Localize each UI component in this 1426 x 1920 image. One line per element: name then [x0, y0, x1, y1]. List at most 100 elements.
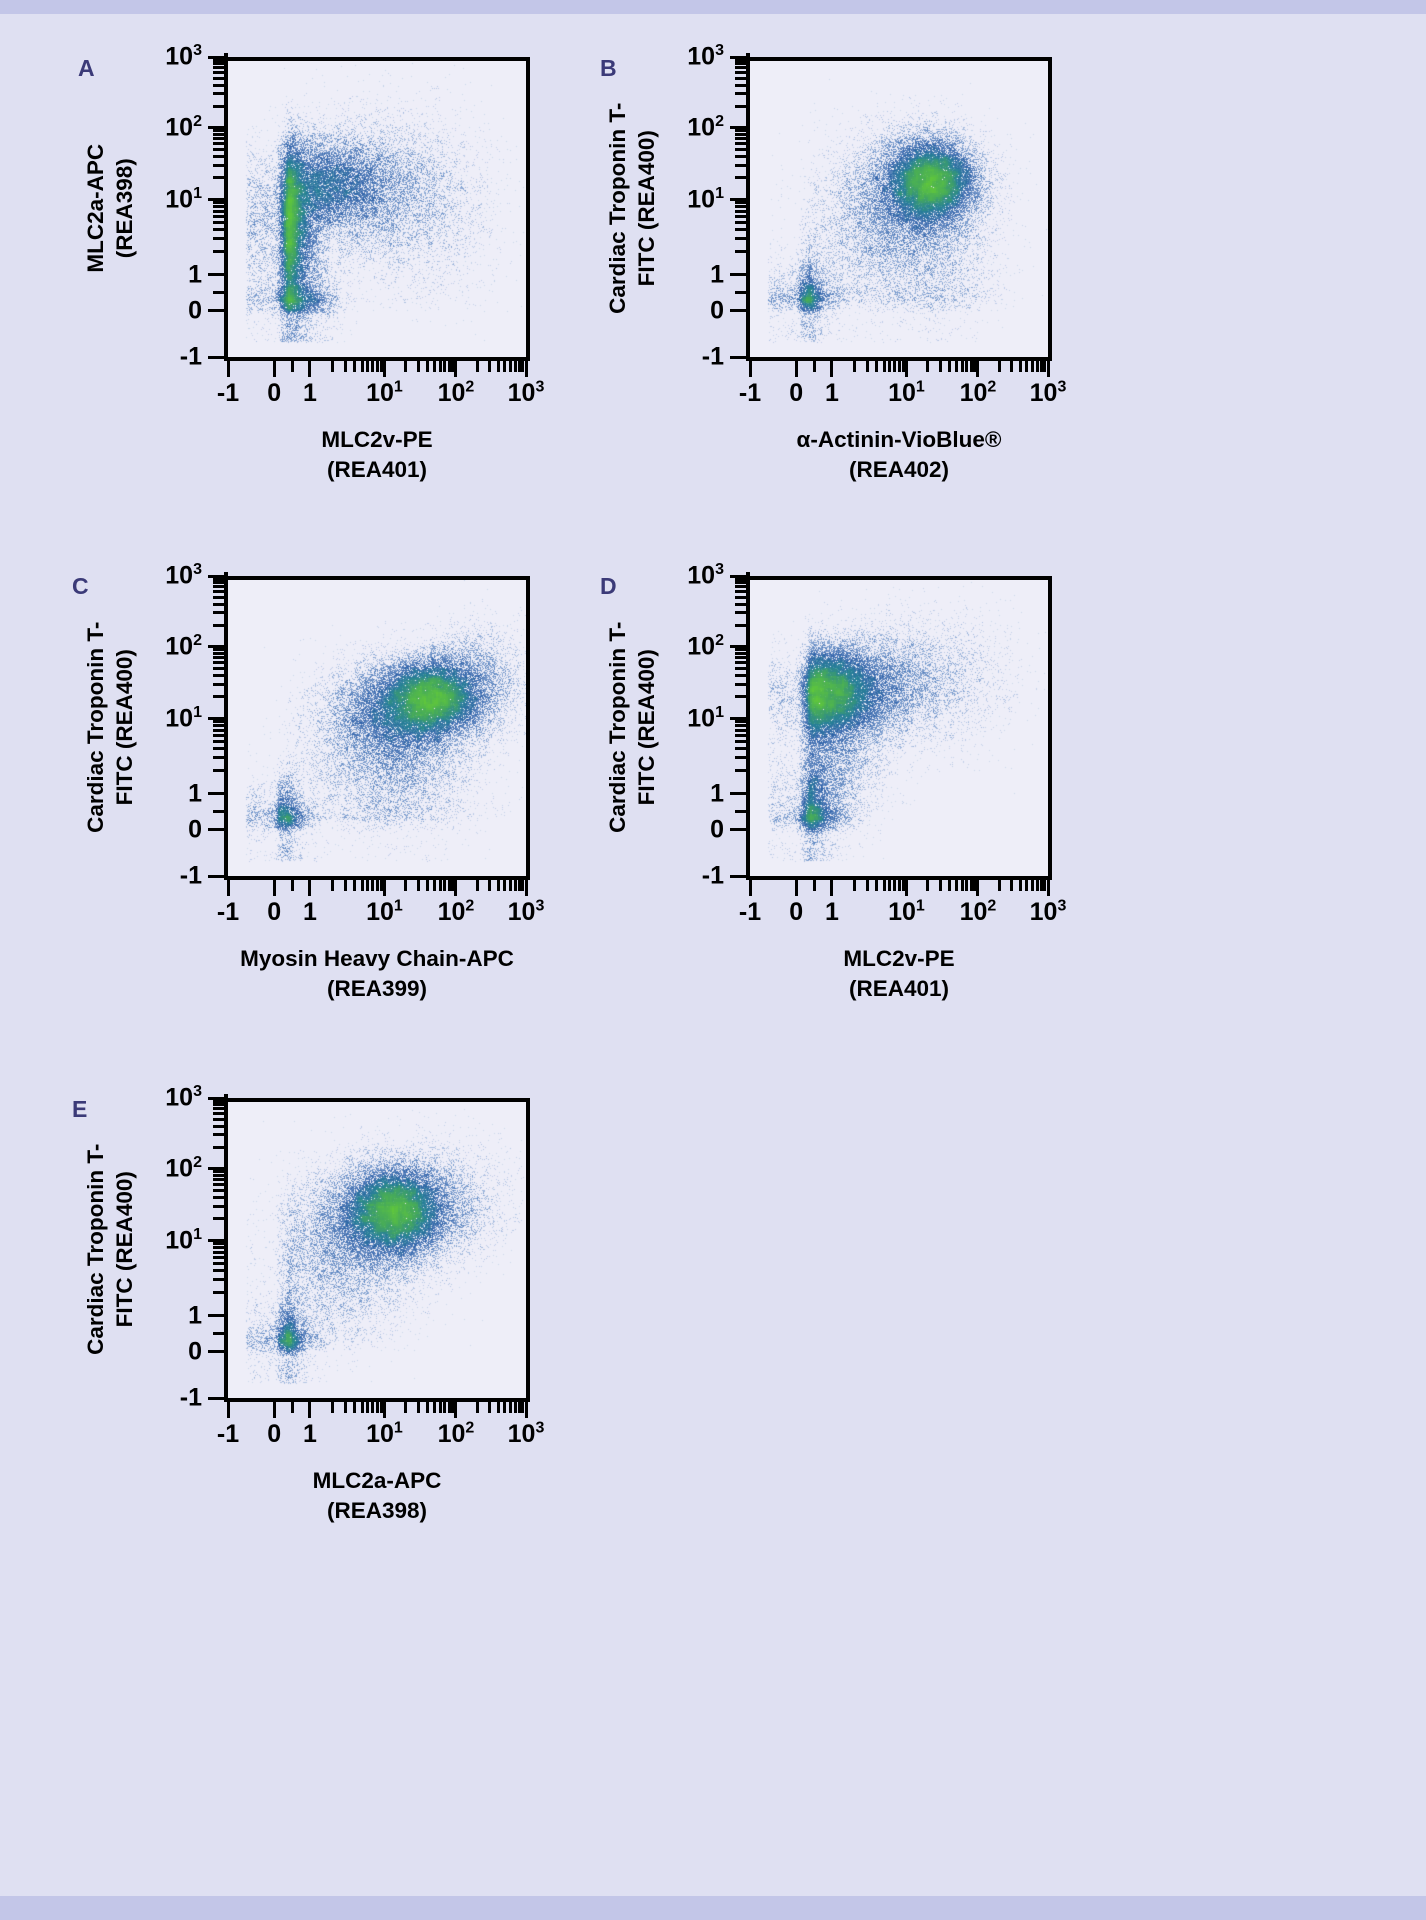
y-tick-major	[730, 126, 746, 129]
y-tick-minor	[735, 666, 746, 670]
x-tick-minor	[438, 1402, 442, 1413]
x-tick-minor	[954, 361, 958, 372]
y-axis-line-c	[224, 572, 228, 880]
x-tick-minor	[375, 361, 379, 372]
x-tick-minor	[513, 880, 517, 891]
y-tick-label: 0	[710, 296, 724, 324]
x-tick-label: 0	[789, 898, 804, 926]
y-tick-minor	[735, 590, 746, 594]
y-tick-minor	[213, 695, 224, 699]
y-tick-minor	[213, 1103, 224, 1107]
panel-letter-c: C	[72, 573, 90, 599]
x-tick-minor	[939, 361, 943, 372]
y-tick-minor	[735, 205, 746, 209]
x-tick-minor	[508, 880, 512, 891]
x-tick-minor	[973, 361, 977, 372]
x-axis-title-line2: (REA398)	[326, 1497, 428, 1523]
x-tick-label: -1	[216, 379, 240, 407]
x-tick-minor	[290, 1402, 294, 1413]
y-tick-major	[730, 309, 746, 312]
x-axis-title-a: MLC2v-PE (REA401)	[321, 425, 432, 484]
x-tick-minor	[447, 361, 451, 372]
x-tick-minor	[475, 1402, 479, 1413]
y-tick-label: -1	[701, 342, 724, 371]
y-tick-minor	[213, 66, 224, 70]
y-tick-minor	[213, 746, 224, 750]
x-tick-major	[308, 1402, 312, 1418]
x-tick-major	[830, 880, 834, 896]
y-tick-minor	[213, 132, 224, 136]
x-tick-label: 0	[267, 379, 282, 407]
x-axis-title-d: MLC2v-PE (REA401)	[843, 944, 954, 1003]
x-axis-line-c	[224, 876, 526, 880]
x-tick-minor	[353, 1402, 357, 1413]
y-tick-minor	[213, 1261, 224, 1265]
y-tick-minor	[735, 746, 746, 750]
x-tick-major	[382, 361, 386, 377]
y-tick-label: 103	[687, 42, 724, 71]
y-tick-minor	[735, 176, 746, 180]
y-tick-minor	[213, 1173, 224, 1177]
x-tick-minor	[897, 880, 901, 891]
y-tick-minor	[735, 141, 746, 145]
y-tick-minor	[735, 250, 746, 254]
x-tick-minor	[893, 880, 897, 891]
y-tick-minor	[735, 756, 746, 760]
x-tick-minor	[375, 880, 379, 891]
x-tick-minor	[375, 1402, 379, 1413]
y-tick-minor	[213, 214, 224, 218]
x-axis-title-e: MLC2a-APC (REA398)	[313, 1466, 442, 1525]
y-tick-minor	[213, 666, 224, 670]
x-tick-label: 0	[789, 379, 804, 407]
x-tick-major	[794, 361, 798, 377]
y-tick-minor	[213, 1112, 224, 1116]
y-tick-minor	[735, 132, 746, 136]
y-tick-minor	[213, 1332, 224, 1335]
x-tick-major	[382, 880, 386, 896]
x-tick-label: -1	[738, 379, 762, 407]
x-tick-minor	[865, 880, 869, 891]
y-tick-minor	[735, 660, 746, 664]
x-tick-major	[748, 880, 752, 896]
y-tick-major	[730, 874, 746, 878]
x-tick-minor	[353, 880, 357, 891]
x-tick-minor	[432, 361, 436, 372]
x-tick-label: 101	[888, 897, 925, 926]
x-tick-minor	[997, 880, 1001, 891]
y-tick-major	[208, 828, 224, 831]
x-tick-minor	[969, 880, 973, 891]
x-tick-minor	[948, 880, 951, 891]
x-tick-minor	[521, 880, 525, 891]
y-tick-minor	[213, 1291, 224, 1295]
x-tick-major	[524, 880, 528, 896]
x-tick-label: 0	[267, 1420, 282, 1448]
y-tick-label: 103	[165, 561, 202, 590]
y-tick-minor	[735, 673, 746, 677]
x-tick-minor	[852, 880, 856, 891]
x-tick-major	[1046, 880, 1050, 896]
y-tick-minor	[213, 660, 224, 664]
y-tick-minor	[213, 1204, 224, 1208]
y-tick-minor	[213, 1255, 224, 1259]
y-axis-title-line1: Cardiac Troponin T-	[82, 1143, 108, 1355]
y-tick-major	[208, 1314, 224, 1317]
y-tick-minor	[213, 673, 224, 677]
panel-letter-a: A	[78, 55, 96, 81]
x-tick-minor	[865, 361, 869, 372]
x-tick-minor	[432, 880, 436, 891]
y-tick-minor	[213, 611, 224, 615]
y-tick-minor	[213, 728, 224, 732]
y-tick-minor	[735, 201, 746, 205]
y-tick-label: 1	[710, 260, 724, 288]
y-tick-minor	[213, 656, 224, 660]
x-tick-major	[226, 880, 230, 896]
y-tick-minor	[735, 695, 746, 699]
y-tick-minor	[213, 1278, 224, 1282]
x-tick-minor	[960, 361, 964, 372]
y-tick-minor	[735, 602, 746, 606]
y-tick-minor	[213, 733, 224, 737]
y-tick-minor	[213, 1117, 224, 1121]
y-tick-label: 102	[165, 112, 202, 141]
y-tick-minor	[213, 176, 224, 180]
